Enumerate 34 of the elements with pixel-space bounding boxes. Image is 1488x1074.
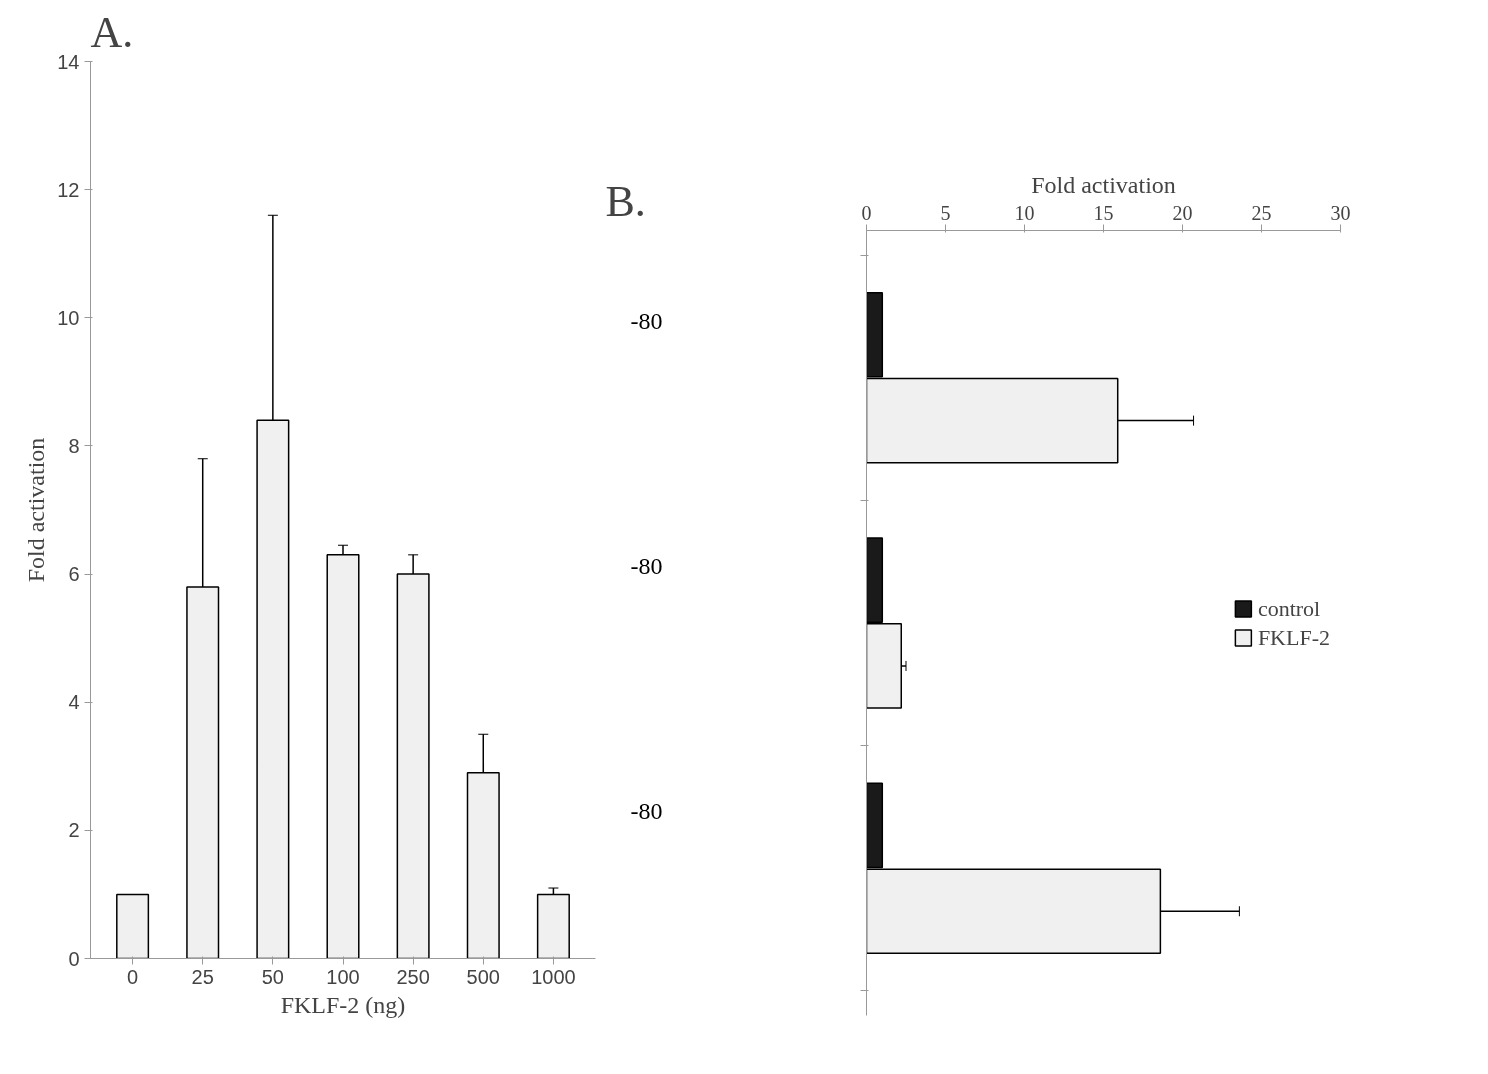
x-axis-title: FKLF-2 (ng) [280, 991, 406, 1018]
x-tick-label: 10 [1014, 201, 1035, 224]
x-tick-label: 100 [326, 965, 360, 988]
text: -80 [630, 798, 663, 825]
x-tick-label: 500 [466, 965, 500, 988]
legend-label: FKLF-2 [1257, 624, 1330, 650]
x-axis-title: Fold activation [1031, 171, 1176, 198]
y-tick-label: 6 [68, 563, 80, 586]
y-tick-label: 0 [68, 947, 80, 970]
x-tick-label: 0 [861, 201, 872, 224]
x-tick-label: 250 [396, 965, 430, 988]
bar [116, 893, 150, 959]
x-tick-label: 25 [191, 965, 214, 988]
x-tick-label: 25 [1251, 201, 1272, 224]
x-tick-label: 0 [127, 965, 139, 988]
y-tick-label: 12 [57, 178, 80, 201]
chart-title: B. [605, 176, 646, 226]
chart-title: A. [90, 7, 134, 57]
legend-label: control [1257, 595, 1321, 621]
x-tick-label: 50 [261, 965, 284, 988]
text: -80 [630, 307, 663, 334]
y-tick-label: 8 [68, 434, 80, 457]
y-tick-label: 10 [57, 306, 80, 329]
x-tick-label: 5 [940, 201, 951, 224]
x-tick-label: 1000 [531, 965, 576, 988]
x-tick-label: 15 [1093, 201, 1114, 224]
x-tick-label: 20 [1172, 201, 1193, 224]
y-tick-label: 4 [68, 691, 80, 714]
x-tick-label: 30 [1330, 201, 1351, 224]
text: -80 [630, 552, 663, 579]
y-tick-label: 14 [57, 50, 80, 73]
y-tick-label: 2 [68, 819, 80, 842]
bar [536, 893, 570, 959]
y-axis-title: Fold activation [23, 437, 50, 583]
